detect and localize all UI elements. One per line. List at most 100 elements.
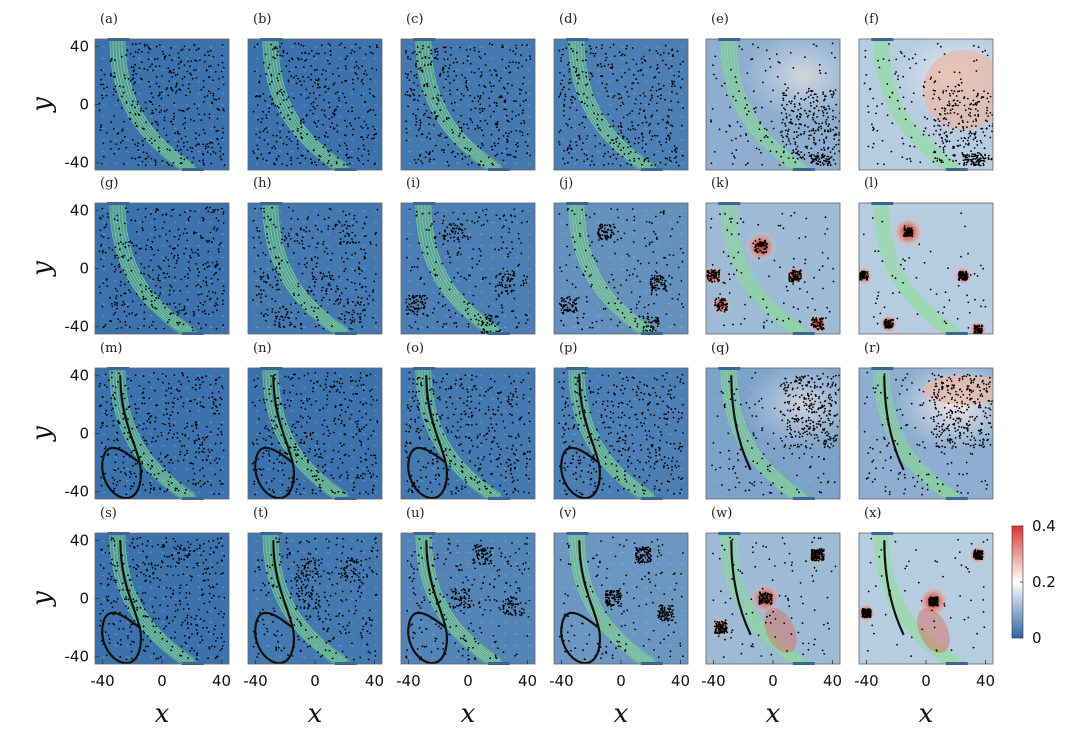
particle <box>426 315 429 317</box>
flow-arrow <box>644 104 648 106</box>
particle <box>940 159 943 162</box>
particle <box>220 242 222 244</box>
particle <box>957 83 960 86</box>
particle <box>143 303 146 306</box>
panel-plot-area <box>95 203 229 334</box>
particle <box>440 132 442 135</box>
flow-arrow <box>725 127 728 130</box>
particle <box>145 288 147 291</box>
particle <box>506 286 508 289</box>
flow-arrow <box>350 69 354 72</box>
flow-arrow <box>620 80 624 83</box>
particle <box>221 207 223 210</box>
particle <box>471 257 474 260</box>
particle <box>301 243 304 246</box>
flow-arrow <box>902 139 905 141</box>
flow-arrow <box>173 326 177 329</box>
particle <box>106 86 108 89</box>
flow-arrow <box>444 256 447 259</box>
particle <box>736 121 739 123</box>
particle <box>363 314 366 317</box>
particle <box>466 59 469 62</box>
particle <box>352 88 355 91</box>
particle <box>203 309 206 312</box>
particle <box>136 327 139 330</box>
particle <box>414 114 417 117</box>
flow-arrow <box>161 244 165 247</box>
particle <box>953 146 955 149</box>
particle <box>674 85 676 87</box>
particle <box>419 278 422 280</box>
particle <box>635 98 637 101</box>
particle <box>446 160 449 163</box>
particle <box>609 155 612 158</box>
particle <box>191 147 194 150</box>
flow-arrow <box>725 162 728 165</box>
flow-arrow <box>444 279 447 282</box>
particle <box>307 96 310 99</box>
flow-arrow <box>913 69 917 72</box>
particle <box>187 87 190 90</box>
particle <box>568 152 570 154</box>
particle <box>186 140 189 143</box>
flow-arrow <box>656 104 660 106</box>
flow-arrow <box>338 92 342 95</box>
particle <box>174 247 176 250</box>
flow-arrow <box>479 80 483 83</box>
particle <box>360 125 362 128</box>
particle <box>648 103 650 106</box>
particle <box>413 159 416 161</box>
particle <box>667 134 670 137</box>
particle <box>307 292 310 295</box>
particle <box>781 104 783 107</box>
particle <box>792 149 795 152</box>
particle <box>346 302 349 305</box>
particle <box>479 96 481 99</box>
particle <box>421 47 424 50</box>
particle <box>260 276 263 279</box>
particle <box>771 141 773 144</box>
particle <box>981 127 984 130</box>
flow-arrow <box>350 104 354 106</box>
particle <box>216 278 219 281</box>
particle <box>167 67 170 70</box>
particle <box>114 265 116 268</box>
particle <box>560 60 562 62</box>
particle <box>164 306 166 309</box>
particle <box>210 277 213 280</box>
particle <box>415 117 418 120</box>
flow-arrow <box>925 46 929 48</box>
particle <box>524 313 527 316</box>
particle <box>822 93 824 95</box>
particle <box>449 93 452 96</box>
flow-arrow <box>197 244 201 247</box>
particle <box>761 163 764 166</box>
particle <box>569 106 572 109</box>
particle <box>262 130 265 133</box>
particle <box>899 50 902 53</box>
flow-arrow <box>866 162 870 165</box>
particle <box>966 121 969 123</box>
particle <box>570 99 572 101</box>
flow-line <box>265 39 341 170</box>
particle <box>363 120 366 123</box>
particle <box>341 313 343 315</box>
flow-arrow <box>267 210 270 212</box>
particle <box>562 103 565 106</box>
particle <box>282 124 284 126</box>
particle <box>372 94 375 97</box>
particle <box>332 83 335 86</box>
particle <box>280 231 283 234</box>
particle <box>256 104 259 106</box>
particle <box>442 219 445 222</box>
flow-arrow <box>338 104 342 106</box>
particle <box>493 101 496 104</box>
flow-arrow <box>760 46 764 48</box>
flow-arrow <box>503 139 507 141</box>
flow-arrow <box>913 162 917 165</box>
particle <box>183 211 186 214</box>
particle <box>949 132 952 134</box>
particle <box>209 49 212 52</box>
particle <box>171 247 174 250</box>
particle <box>107 237 110 240</box>
